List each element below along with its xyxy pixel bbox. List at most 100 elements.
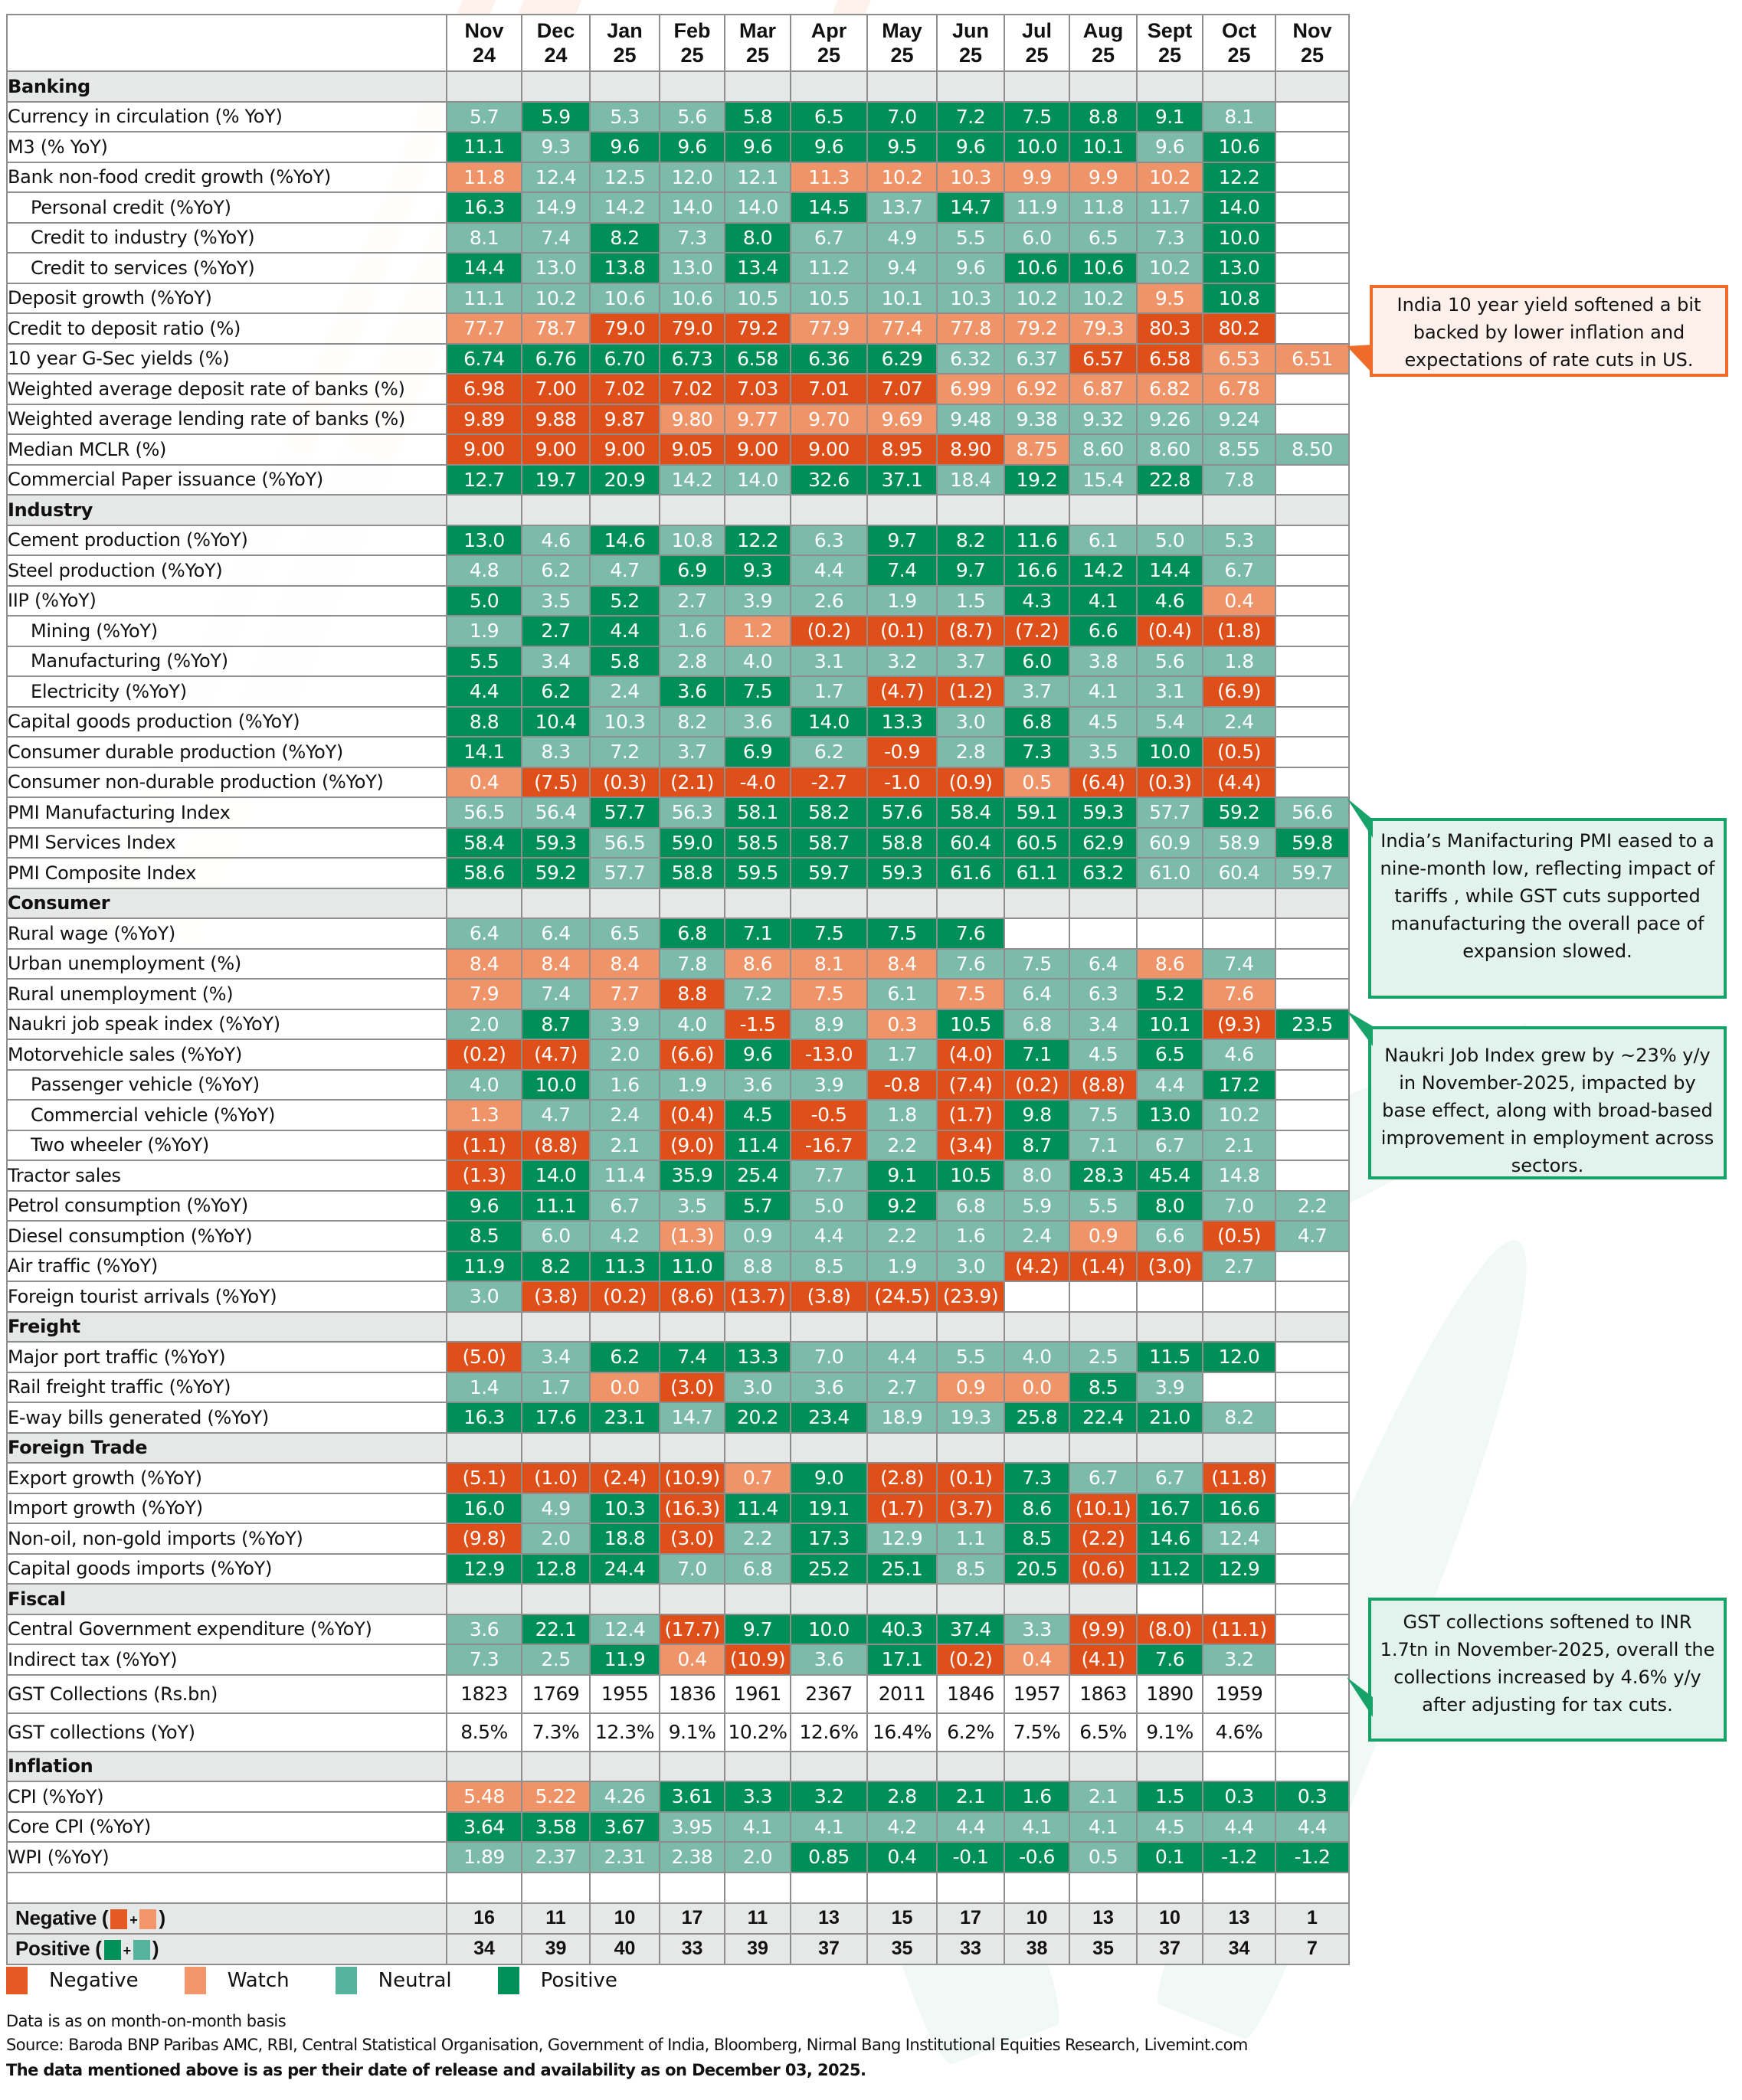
- value-cell: (1.1): [446, 1129, 522, 1161]
- value-cell: [1275, 1673, 1350, 1714]
- value-cell: 10.5: [724, 282, 791, 314]
- value-cell: (1.4): [1069, 1250, 1138, 1282]
- value-cell: 11.8: [446, 161, 522, 193]
- plus-sign: +: [123, 1943, 132, 1958]
- indicator-row: Capital goods imports (%YoY) 12.9 12.8 24.4…: [6, 1552, 1350, 1585]
- value-cell: 7.1: [724, 918, 791, 950]
- summary-label-text: Positive (: [15, 1937, 102, 1960]
- value-cell: 4.2: [866, 1811, 938, 1843]
- value-cell: (0.3): [1136, 766, 1203, 798]
- value-cell: 4.9: [521, 1492, 591, 1524]
- value-cell: (2.2): [1069, 1523, 1138, 1555]
- value-cell: 4.3: [1004, 584, 1070, 617]
- legend-swatch-icon: [139, 1909, 157, 1930]
- value-cell: 8.55: [1202, 433, 1276, 466]
- value-cell: 9.5: [1136, 282, 1203, 314]
- value-cell: 9.00: [589, 433, 660, 466]
- value-cell: 6.4: [521, 918, 591, 950]
- value-cell: 6.4: [1004, 978, 1070, 1010]
- value-cell: 10.5: [936, 1008, 1005, 1040]
- value-cell: 6.5: [589, 918, 660, 950]
- section-header-cell: [589, 1310, 660, 1343]
- value-cell: 4.0: [659, 1008, 725, 1040]
- column-header: Oct 25: [1202, 14, 1276, 72]
- value-cell: 7.1: [1069, 1129, 1138, 1161]
- value-cell: (3.0): [1136, 1250, 1203, 1282]
- value-cell: (3.4): [936, 1129, 1005, 1161]
- value-cell: 10.3: [936, 161, 1005, 193]
- indicator-row: Rail freight traffic (%YoY) 1.4 1.7 0.0 (3.0…: [6, 1371, 1350, 1403]
- value-cell: 9.1%: [1136, 1712, 1203, 1752]
- value-cell: 0.1: [1136, 1841, 1203, 1873]
- indicator-row: GST Collections (Rs.bn) 1823 1769 1955 1836 1…: [6, 1673, 1350, 1714]
- value-cell: 4.1: [1069, 675, 1138, 708]
- indicator-row: Core CPI (%YoY) 3.64 3.58 3.67 3.95 4.1 4.1 4.2…: [6, 1811, 1350, 1843]
- indicator-label: Core CPI (%YoY): [6, 1811, 447, 1843]
- value-cell: 2.2: [866, 1129, 938, 1161]
- section-header-cell: [659, 887, 725, 919]
- section-header-cell: [659, 494, 725, 526]
- value-cell: 8.90: [936, 433, 1005, 466]
- value-cell: 6.78: [1202, 373, 1276, 405]
- value-cell: [1275, 191, 1350, 224]
- value-cell: (6.4): [1069, 766, 1138, 798]
- indicator-row: Credit to deposit ratio (%) 77.7 78.7 79.0 7…: [6, 312, 1350, 345]
- indicator-label: Commercial Paper issuance (%YoY): [6, 463, 447, 496]
- value-cell: 0.0: [589, 1371, 660, 1403]
- value-cell: (0.9): [936, 766, 1005, 798]
- section-title: Foreign Trade: [6, 1431, 447, 1464]
- value-cell: -1.2: [1275, 1841, 1350, 1873]
- value-cell: 6.5%: [1069, 1712, 1138, 1752]
- section-header-row: Foreign Trade: [6, 1431, 1350, 1464]
- column-header: Nov 24: [446, 14, 522, 72]
- value-cell: 10.0: [790, 1613, 868, 1645]
- value-cell: 1.8: [1202, 645, 1276, 677]
- value-cell: -0.6: [1004, 1841, 1070, 1873]
- indicator-row: PMI Composite Index 58.6 59.2 57.7 58.8 59.5 5…: [6, 857, 1350, 889]
- value-cell: 3.2: [866, 645, 938, 677]
- value-cell: -2.7: [790, 766, 868, 798]
- value-cell: 2.0: [724, 1841, 791, 1873]
- value-cell: 17.2: [1202, 1068, 1276, 1101]
- value-cell: 0.4: [1202, 584, 1276, 617]
- value-cell: 11.4: [589, 1160, 660, 1192]
- column-header-month: Oct: [1221, 19, 1256, 42]
- value-cell: 6.74: [446, 342, 522, 375]
- value-cell: [1275, 736, 1350, 768]
- value-cell: [1275, 978, 1350, 1010]
- value-cell: 10.8: [1202, 282, 1276, 314]
- value-cell: 6.7: [1069, 1462, 1138, 1494]
- value-cell: 7.01: [790, 373, 868, 405]
- value-cell: (4.0): [936, 1039, 1005, 1071]
- value-cell: 9.26: [1136, 403, 1203, 435]
- indicator-label: E-way bills generated (%YoY): [6, 1402, 447, 1434]
- value-cell: [1275, 221, 1350, 254]
- section-header-cell: [1136, 494, 1203, 526]
- value-cell: 8.9: [790, 1008, 868, 1040]
- section-header-cell: [446, 1750, 522, 1782]
- section-header-cell: [1202, 70, 1276, 103]
- value-cell: (7.2): [1004, 615, 1070, 647]
- indicator-label: PMI Services Index: [6, 826, 447, 859]
- value-cell: 3.6: [724, 705, 791, 738]
- value-cell: 10.5: [790, 282, 868, 314]
- value-cell: (0.1): [936, 1462, 1005, 1494]
- indicator-row: CPI (%YoY) 5.48 5.22 4.26 3.61 3.3 3.2 2.8 2.1 1.…: [6, 1781, 1350, 1813]
- value-cell: -1.2: [1202, 1841, 1276, 1873]
- value-cell: 8.1: [446, 221, 522, 254]
- section-header-cell: [589, 1583, 660, 1615]
- indicator-row: Commercial Paper issuance (%YoY) 12.7 19.7…: [6, 463, 1350, 496]
- value-cell: (4.7): [521, 1039, 591, 1071]
- legend-item-watch: Watch: [184, 1967, 290, 1994]
- value-cell: 5.2: [1136, 978, 1203, 1010]
- summary-count-cell: 1: [1275, 1902, 1350, 1935]
- section-header-cell: [1004, 494, 1070, 526]
- value-cell: 3.4: [521, 645, 591, 677]
- summary-count-cell: 40: [589, 1932, 660, 1965]
- source-note: Source: Baroda BNP Paribas AMC, RBI, Cen…: [6, 2036, 1248, 2054]
- value-cell: 14.2: [1069, 554, 1138, 587]
- column-header-month: Nov: [464, 19, 504, 42]
- callout-gst-pointer: [1347, 1677, 1373, 1717]
- indicator-label: Import growth (%YoY): [6, 1492, 447, 1524]
- value-cell: 3.4: [1069, 1008, 1138, 1040]
